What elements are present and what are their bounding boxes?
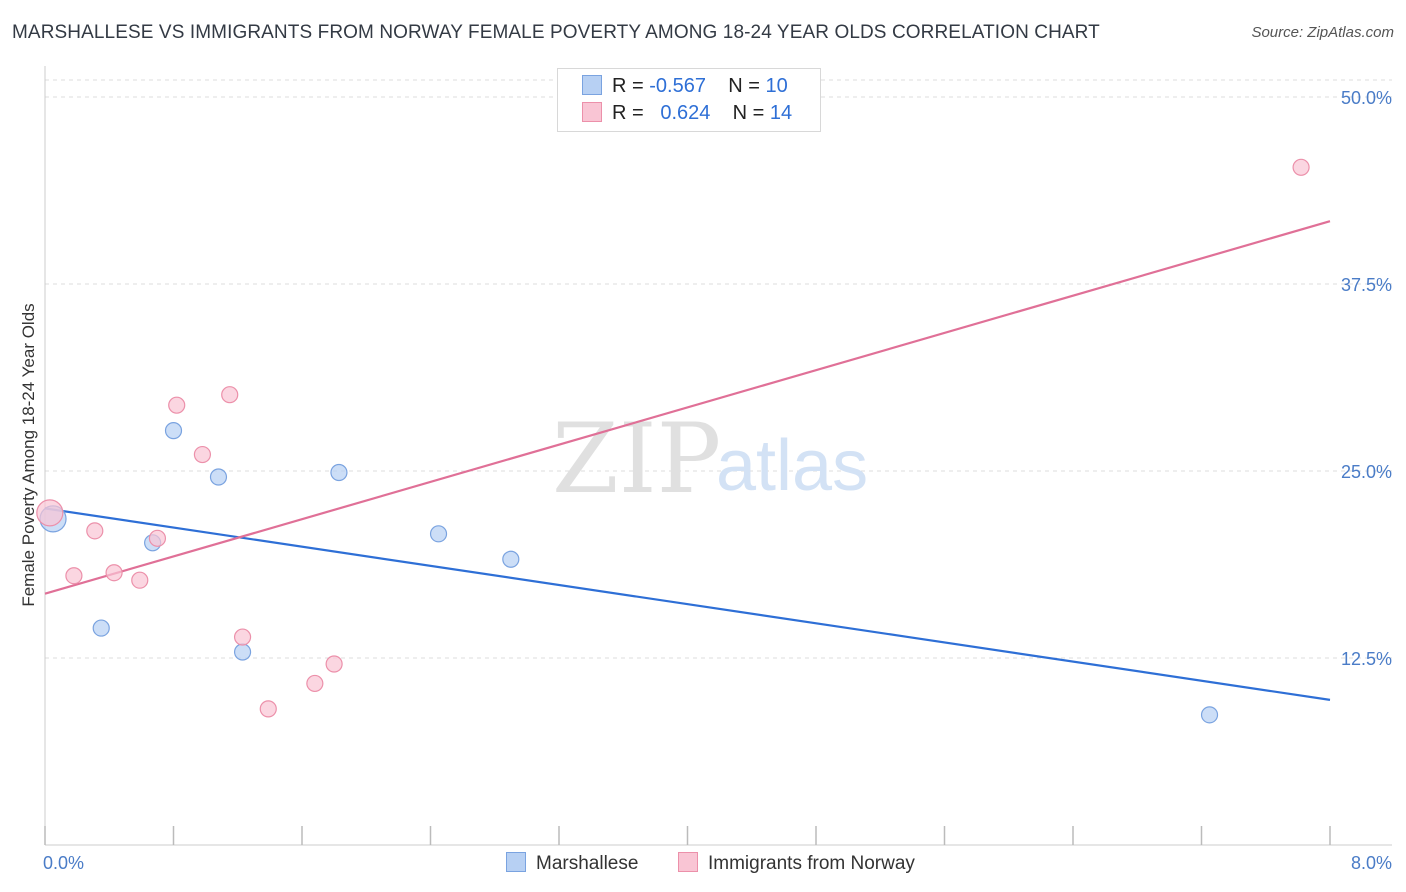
trend-line xyxy=(44,507,1331,701)
data-point xyxy=(86,522,104,540)
watermark-atlas: atlas xyxy=(716,426,868,506)
data-point xyxy=(502,550,520,568)
source-label: Source: ZipAtlas.com xyxy=(1251,24,1394,41)
data-point xyxy=(221,386,239,404)
data-point xyxy=(209,468,228,486)
bottom-legend-label: Immigrants from Norway xyxy=(708,853,915,874)
y-tick-label: 25.0% xyxy=(1341,462,1392,482)
bottom-legend-swatch-marshallese xyxy=(506,852,526,872)
bottom-legend-norway: Immigrants from Norway xyxy=(678,852,915,875)
y-tick-label: 12.5% xyxy=(1341,649,1392,669)
legend-r-value: -0.567 xyxy=(649,75,706,97)
data-point xyxy=(36,499,64,527)
data-point xyxy=(306,674,324,693)
data-point xyxy=(233,643,252,661)
data-point xyxy=(92,619,110,637)
data-point xyxy=(233,628,252,646)
data-point xyxy=(105,564,123,582)
data-point xyxy=(148,529,167,547)
legend-n-label: N = xyxy=(728,75,760,97)
data-point xyxy=(325,655,343,673)
legend-swatch-marshallese xyxy=(582,75,602,95)
y-axis-label: Female Poverty Among 18-24 Year Olds xyxy=(19,303,38,606)
legend-n-value: 10 xyxy=(765,75,788,97)
trend-line xyxy=(44,220,1331,595)
data-points xyxy=(36,158,1310,724)
watermark: ZIP atlas xyxy=(552,403,868,515)
x-tick-label: 0.0% xyxy=(43,853,84,873)
bottom-legend-swatch-norway xyxy=(678,852,698,872)
data-point xyxy=(65,567,83,585)
data-point xyxy=(131,571,149,589)
legend-swatch-norway xyxy=(582,102,602,122)
data-point xyxy=(259,700,277,718)
grid-lines xyxy=(45,79,1392,659)
data-point xyxy=(168,396,186,414)
data-point xyxy=(1200,706,1219,724)
y-tick-label: 50.0% xyxy=(1341,88,1392,108)
data-point xyxy=(429,525,448,543)
tick-labels: 12.5% 25.0% 37.5% 50.0% 0.0% 8.0% xyxy=(43,88,1392,873)
legend-r-label: R = xyxy=(612,75,644,97)
legend-n-value: 14 xyxy=(769,102,793,124)
data-point xyxy=(330,463,348,482)
legend-r-label: R = xyxy=(612,102,644,124)
data-point xyxy=(164,422,183,440)
legend-r-value: 0.624 xyxy=(660,102,711,124)
x-tick-label: 8.0% xyxy=(1351,853,1392,873)
correlation-legend: R = -0.567 N = 10 R = 0.624 N = 14 xyxy=(557,68,821,132)
legend-row-marshallese: R = -0.567 N = 10 xyxy=(582,75,788,101)
chart-title: MARSHALLESE VS IMMIGRANTS FROM NORWAY FE… xyxy=(12,22,1100,43)
y-tick-label: 37.5% xyxy=(1341,275,1392,295)
watermark-zip: ZIP xyxy=(552,403,721,515)
legend-row-norway: R = 0.624 N = 14 xyxy=(582,102,792,128)
trend-lines xyxy=(44,220,1331,701)
data-point xyxy=(1292,158,1310,176)
data-point xyxy=(193,445,212,464)
bottom-legend-marshallese: Marshallese xyxy=(506,852,638,875)
legend-n-label: N = xyxy=(732,102,765,124)
axes xyxy=(44,66,1392,846)
bottom-legend-label: Marshallese xyxy=(536,853,639,874)
